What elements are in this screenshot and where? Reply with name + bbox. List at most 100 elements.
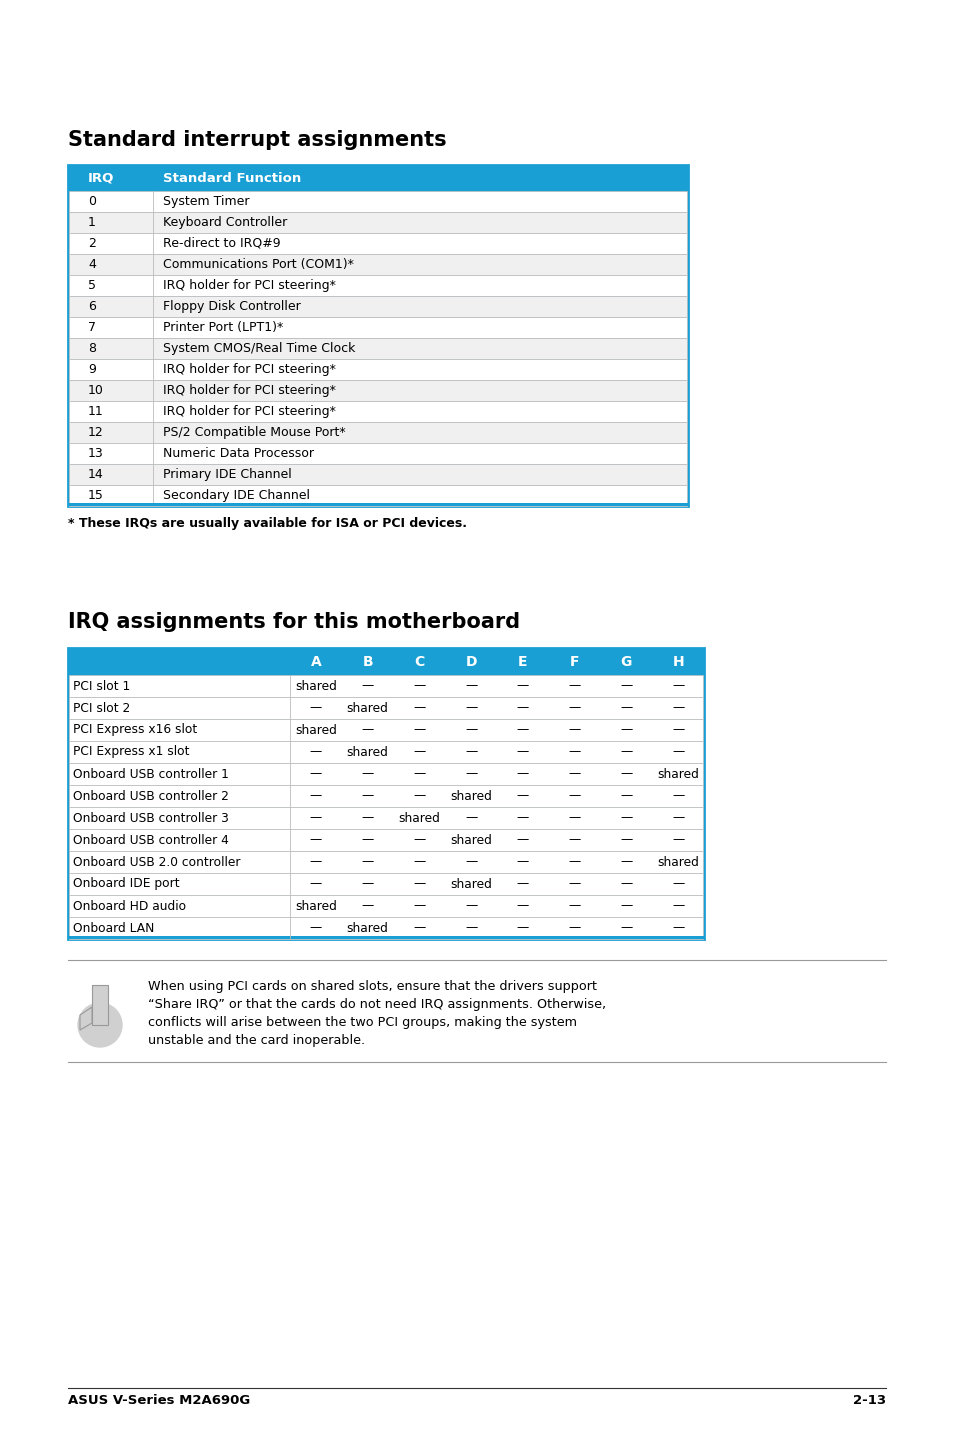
Bar xyxy=(69,894,702,917)
Bar xyxy=(69,807,702,828)
Text: 10: 10 xyxy=(88,384,104,397)
Text: —: — xyxy=(361,900,374,913)
Text: Onboard HD audio: Onboard HD audio xyxy=(73,900,186,913)
Bar xyxy=(69,443,686,464)
Bar xyxy=(68,649,703,939)
Text: —: — xyxy=(568,811,580,824)
Text: Onboard USB controller 2: Onboard USB controller 2 xyxy=(73,789,229,802)
Text: PS/2 Compatible Mouse Port*: PS/2 Compatible Mouse Port* xyxy=(163,426,345,439)
Text: shared: shared xyxy=(398,811,440,824)
Text: —: — xyxy=(671,834,683,847)
Text: 0: 0 xyxy=(88,196,96,209)
Text: —: — xyxy=(671,811,683,824)
Text: —: — xyxy=(413,922,425,935)
Text: —: — xyxy=(361,768,374,781)
Text: —: — xyxy=(568,856,580,869)
Text: shared: shared xyxy=(346,922,388,935)
Text: IRQ: IRQ xyxy=(88,171,114,184)
Text: —: — xyxy=(568,702,580,715)
Text: IRQ holder for PCI steering*: IRQ holder for PCI steering* xyxy=(163,362,335,375)
Text: —: — xyxy=(568,900,580,913)
Text: —: — xyxy=(361,856,374,869)
Text: IRQ assignments for this motherboard: IRQ assignments for this motherboard xyxy=(68,613,519,631)
Text: System Timer: System Timer xyxy=(163,196,250,209)
Text: System CMOS/Real Time Clock: System CMOS/Real Time Clock xyxy=(163,342,355,355)
Text: —: — xyxy=(619,877,632,890)
Text: —: — xyxy=(413,834,425,847)
Bar xyxy=(69,380,686,401)
Text: 14: 14 xyxy=(88,467,104,480)
Text: —: — xyxy=(413,702,425,715)
Text: —: — xyxy=(361,680,374,693)
Text: —: — xyxy=(671,680,683,693)
Text: —: — xyxy=(310,768,322,781)
Text: Standard interrupt assignments: Standard interrupt assignments xyxy=(68,129,446,150)
Text: Secondary IDE Channel: Secondary IDE Channel xyxy=(163,489,310,502)
Text: 13: 13 xyxy=(88,447,104,460)
Text: 9: 9 xyxy=(88,362,95,375)
Text: —: — xyxy=(671,789,683,802)
Bar xyxy=(69,296,686,316)
Bar xyxy=(69,316,686,338)
Text: —: — xyxy=(619,789,632,802)
Text: Onboard USB controller 4: Onboard USB controller 4 xyxy=(73,834,229,847)
Text: —: — xyxy=(517,834,529,847)
Text: —: — xyxy=(671,745,683,758)
Text: 4: 4 xyxy=(88,257,95,270)
Text: 11: 11 xyxy=(88,406,104,418)
Bar xyxy=(69,421,686,443)
Text: shared: shared xyxy=(450,789,492,802)
Text: shared: shared xyxy=(450,834,492,847)
Text: 7: 7 xyxy=(88,321,96,334)
Text: —: — xyxy=(361,723,374,736)
Text: —: — xyxy=(361,834,374,847)
Bar xyxy=(69,873,702,894)
Text: Onboard LAN: Onboard LAN xyxy=(73,922,154,935)
Bar xyxy=(69,674,702,697)
Text: Numeric Data Processor: Numeric Data Processor xyxy=(163,447,314,460)
Text: —: — xyxy=(517,680,529,693)
Text: —: — xyxy=(671,922,683,935)
Text: —: — xyxy=(619,922,632,935)
Text: Onboard IDE port: Onboard IDE port xyxy=(73,877,179,890)
Text: —: — xyxy=(464,702,476,715)
Bar xyxy=(69,917,702,939)
Text: shared: shared xyxy=(346,745,388,758)
Text: C: C xyxy=(414,654,424,669)
Bar xyxy=(69,464,686,485)
Text: —: — xyxy=(413,745,425,758)
Text: —: — xyxy=(413,789,425,802)
Text: Onboard USB controller 3: Onboard USB controller 3 xyxy=(73,811,229,824)
Text: B: B xyxy=(362,654,373,669)
Text: —: — xyxy=(568,768,580,781)
Bar xyxy=(69,211,686,233)
Text: —: — xyxy=(568,834,580,847)
Bar xyxy=(69,785,702,807)
Text: Communications Port (COM1)*: Communications Port (COM1)* xyxy=(163,257,354,270)
Text: —: — xyxy=(361,877,374,890)
Text: Floppy Disk Controller: Floppy Disk Controller xyxy=(163,301,300,313)
Text: —: — xyxy=(464,922,476,935)
Text: unstable and the card inoperable.: unstable and the card inoperable. xyxy=(148,1034,365,1047)
Text: —: — xyxy=(517,877,529,890)
Bar xyxy=(68,503,687,506)
Text: 6: 6 xyxy=(88,301,95,313)
Text: —: — xyxy=(671,877,683,890)
Text: —: — xyxy=(619,680,632,693)
Text: shared: shared xyxy=(294,900,336,913)
Bar xyxy=(68,649,703,674)
Bar xyxy=(69,828,702,851)
Text: —: — xyxy=(568,877,580,890)
Text: D: D xyxy=(465,654,476,669)
Bar xyxy=(69,485,686,506)
Text: —: — xyxy=(464,856,476,869)
Text: —: — xyxy=(464,900,476,913)
Text: Primary IDE Channel: Primary IDE Channel xyxy=(163,467,292,480)
Text: —: — xyxy=(517,900,529,913)
Text: 15: 15 xyxy=(88,489,104,502)
Text: Printer Port (LPT1)*: Printer Port (LPT1)* xyxy=(163,321,283,334)
Text: —: — xyxy=(517,723,529,736)
Text: Standard Function: Standard Function xyxy=(163,171,301,184)
Text: —: — xyxy=(619,702,632,715)
Text: PCI Express x16 slot: PCI Express x16 slot xyxy=(73,723,197,736)
